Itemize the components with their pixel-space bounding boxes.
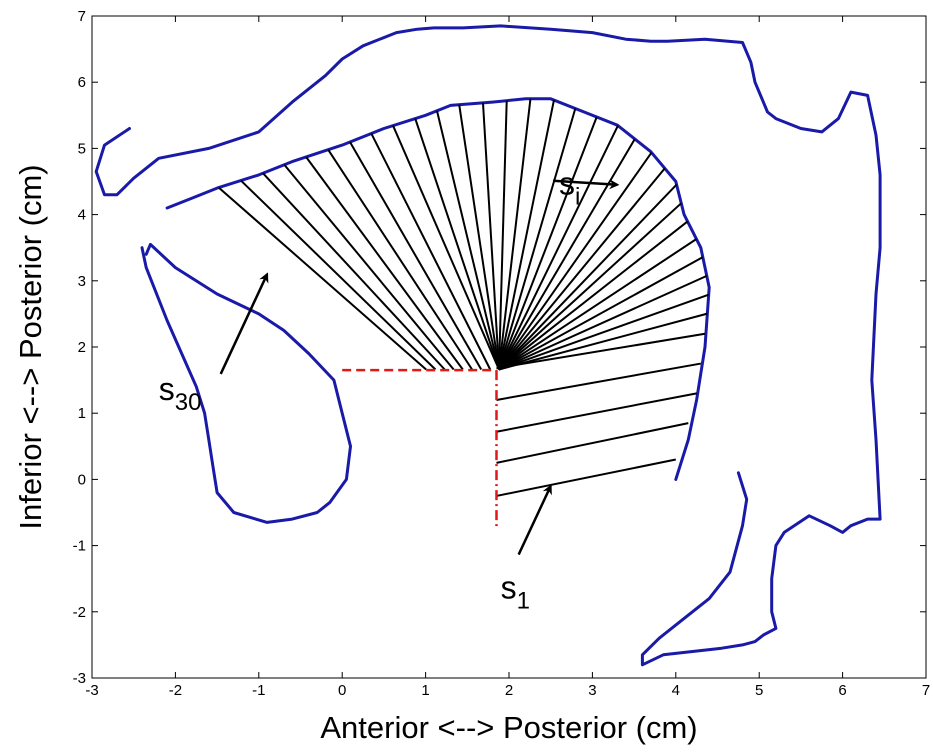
fan-grid-line-25 — [498, 220, 689, 371]
annotation-label-3: s1 — [501, 570, 530, 615]
y-tick-label: 0 — [78, 471, 86, 488]
y-tick-label: 3 — [78, 273, 86, 290]
y-tick-label: -1 — [73, 538, 86, 555]
fan-grid-line-19 — [498, 125, 619, 370]
x-axis-label: Anterior <--> Posterior (cm) — [320, 710, 697, 745]
fan-grid-line-29 — [498, 293, 709, 371]
annotation-label-2: s30 — [159, 371, 202, 416]
annotation-label-1: si — [559, 166, 580, 211]
y-tick-label: 1 — [78, 405, 86, 422]
parallel-grid-line-3 — [496, 392, 697, 433]
annotation-arrow-2 — [219, 272, 269, 375]
y-tick-label: -3 — [73, 670, 86, 687]
annotation-arrow-1 — [552, 179, 620, 190]
fan-grid-line-3 — [262, 172, 446, 371]
y-tick-label: 4 — [78, 207, 86, 224]
x-tick-label: -2 — [169, 682, 182, 699]
fan-grid-line-8 — [370, 133, 492, 370]
fan-grid-line-17 — [498, 108, 577, 370]
x-tick-label: 7 — [922, 682, 930, 699]
fan-grid-line-21 — [498, 152, 653, 371]
contour-line-2 — [165, 97, 711, 481]
x-tick-label: 0 — [338, 682, 346, 699]
fan-grid-line-4 — [283, 164, 455, 371]
fan-grid-line-27 — [498, 256, 704, 371]
annotation-arrow-3 — [517, 484, 552, 556]
x-tick-label: 1 — [421, 682, 429, 699]
x-tick-label: 2 — [505, 682, 513, 699]
x-tick-label: 5 — [755, 682, 763, 699]
parallel-grid-line-2 — [496, 422, 689, 464]
fan-grid-line-5 — [305, 156, 464, 371]
fan-grid-line-22 — [498, 167, 666, 371]
y-tick-label: 6 — [78, 74, 86, 91]
fan-grid-line-24 — [498, 202, 682, 371]
y-axis-label: Inferior <--> Posterior (cm) — [13, 164, 48, 529]
fan-grid-line-7 — [349, 141, 483, 371]
fan-grid-line-30 — [498, 312, 708, 371]
fan-grid-line-1 — [218, 186, 427, 371]
fan-grid-line-16 — [498, 99, 555, 370]
y-tick-label: 7 — [78, 8, 86, 25]
fan-grid-line-26 — [498, 238, 697, 371]
parallel-grid-line-5 — [496, 332, 706, 370]
fan-grid-line-20 — [498, 138, 636, 371]
y-tick-label: -2 — [73, 604, 86, 621]
x-tick-label: 3 — [588, 682, 596, 699]
fan-grid-line-15 — [497, 98, 532, 370]
y-tick-label: 2 — [78, 339, 86, 356]
contour-line-3 — [140, 242, 352, 524]
fan-grid-line-13 — [481, 102, 500, 370]
x-tick-label: -3 — [85, 682, 98, 699]
parallel-grid-line-1 — [496, 458, 676, 497]
x-tick-label: 4 — [672, 682, 680, 699]
fan-grid-line-12 — [458, 104, 500, 370]
parallel-grid-line-4 — [496, 362, 701, 401]
x-tick-label: -1 — [252, 682, 265, 699]
fan-grid-line-18 — [498, 116, 598, 370]
contour-line-1 — [94, 24, 882, 667]
x-tick-label: 6 — [838, 682, 846, 699]
fan-grid-line-11 — [436, 110, 500, 370]
fan-grid-line-23 — [498, 183, 678, 371]
fan-grid-line-6 — [327, 149, 473, 371]
fan-grid-line-10 — [414, 118, 500, 370]
fan-grid-line-9 — [392, 125, 500, 370]
fan-grid-line-28 — [498, 274, 708, 371]
fan-grid-line-14 — [497, 100, 508, 370]
fan-grid-line-2 — [240, 179, 437, 371]
y-tick-label: 5 — [78, 140, 86, 157]
